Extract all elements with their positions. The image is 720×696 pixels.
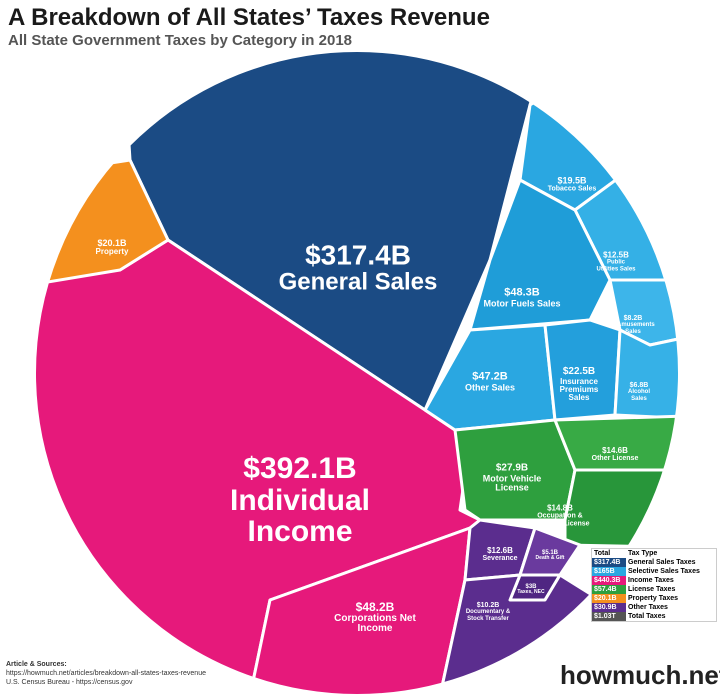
legend-name: Other Taxes	[628, 604, 668, 611]
cell-name: Occupation & Business License	[530, 512, 590, 528]
cell-label: $10.2B Documentary & Stock Transfer	[463, 602, 513, 622]
cell-label: $5.1B Death & Gift	[535, 550, 565, 562]
legend-row: $20.1B Property Taxes	[591, 594, 717, 603]
value-label: $6.8B	[629, 382, 649, 390]
legend: Total Tax Type $317.4B General Sales Taxes…	[591, 548, 717, 622]
cell-name: Motor Vehicle License	[482, 472, 542, 493]
value-label: $19.5B	[557, 175, 587, 186]
cell-label: $3B Taxes, NEC	[517, 584, 545, 596]
legend-swatch: $440.3B	[591, 576, 626, 585]
cell-name: Other Sales	[464, 382, 516, 393]
value-label: $5.1B	[541, 550, 558, 557]
cell-name: Death & Gift	[535, 555, 565, 562]
cell-name: Severance	[482, 555, 518, 563]
legend-swatch: $1.03T	[591, 612, 626, 622]
legend-name: Property Taxes	[628, 595, 679, 602]
cell-label: $317.4B General Sales	[258, 239, 458, 297]
cell-label: $47.2B Other Sales	[450, 370, 530, 393]
value-label: $14.8B	[547, 503, 573, 513]
cell-name: Amusements Sales	[617, 322, 655, 335]
legend-swatch: $20.1B	[591, 594, 626, 603]
value-label: $12.6B	[487, 546, 513, 556]
cell-label: $19.5B Tobacco Sales	[542, 175, 602, 194]
legend-name: License Taxes	[628, 586, 676, 593]
cell	[613, 328, 679, 422]
source-line: https://howmuch.net/articles/breakdown-a…	[6, 670, 206, 678]
value-label: $8.2B	[623, 315, 643, 323]
cell-name: Motor Fuels Sales	[483, 298, 561, 309]
legend-swatch: $317.4B	[591, 558, 626, 567]
value-label: $47.2B	[472, 370, 508, 383]
value-label: $48.3B	[504, 286, 540, 299]
legend-header-cell: Total	[594, 550, 611, 557]
cell-name: Insurance Premiums Sales	[559, 376, 599, 403]
cell-label: $6.8B Alcohol Sales	[624, 382, 654, 402]
cell-label: $14.8B Occupation & Business License	[530, 503, 590, 528]
cell-label: $392.1B Individual Income	[175, 453, 425, 548]
cell-name: General Sales	[278, 269, 438, 297]
legend-header-cell: Tax Type	[628, 550, 658, 557]
value-label: $27.9B	[495, 462, 529, 474]
legend-name: Total Taxes	[628, 613, 666, 620]
cell-name: Other License	[591, 455, 639, 463]
value-label: $317.4B	[305, 239, 411, 271]
logo: howmuch.net	[560, 660, 720, 690]
sources: Article & Sources: https://howmuch.net/ar…	[6, 660, 206, 687]
legend-name: Selective Sales Taxes	[628, 568, 700, 575]
cell-name: Property	[95, 247, 129, 257]
cell-name: Corporations Net Income	[334, 612, 416, 635]
legend-swatch: $30.9B	[591, 603, 626, 612]
cell-name: Tobacco Sales	[547, 186, 597, 194]
legend-swatch: $57.4B	[591, 585, 626, 594]
outline	[34, 50, 680, 696]
legend-row: $30.9B Other Taxes	[591, 603, 717, 612]
source-line: U.S. Census Bureau - https://census.gov	[6, 679, 133, 687]
legend-name: General Sales Taxes	[628, 559, 696, 566]
cell	[608, 278, 679, 347]
cell-label: $48.3B Motor Fuels Sales	[482, 286, 562, 309]
legend-row: $440.3B Income Taxes	[591, 576, 717, 585]
title: A Breakdown of All States’ Taxes Revenue	[8, 4, 490, 31]
cell-name: Taxes, NEC	[517, 589, 545, 596]
cell-name: Documentary & Stock Transfer	[465, 609, 511, 622]
legend-row: $165B Selective Sales Taxes	[591, 567, 717, 576]
cell-label: $8.2B Amusements Sales	[617, 315, 655, 335]
value-label: $20.1B	[97, 238, 127, 249]
cell-label: $12.6B Severance	[475, 546, 525, 563]
legend-header: Total Tax Type	[592, 549, 717, 559]
value-label: $48.2B	[355, 600, 395, 615]
value-label: $10.2B	[476, 602, 500, 610]
cell-label: $27.9B Motor Vehicle License	[472, 463, 552, 492]
value-label: $22.5B	[562, 366, 596, 378]
value-label: $12.5B	[603, 250, 629, 260]
cell-label: $22.5B Insurance Premiums Sales	[549, 367, 609, 403]
source-line: Article & Sources:	[6, 661, 67, 668]
legend-row: $1.03T Total Taxes	[591, 612, 717, 622]
legend-row: $57.4B License Taxes	[591, 585, 717, 594]
value-label: $14.6B	[602, 446, 628, 456]
cell-name: Individual Income	[229, 483, 370, 548]
subtitle: All State Government Taxes by Category i…	[8, 32, 353, 49]
cell-name: Alcohol Sales	[628, 389, 650, 402]
cell-name: Public Utilities Sales	[596, 259, 636, 273]
value-label: $3B	[525, 584, 537, 591]
legend-row: $317.4B General Sales Taxes	[591, 558, 717, 567]
value-label: $392.1B	[243, 451, 357, 485]
cell-label: $12.5B Public Utilities Sales	[596, 250, 636, 273]
cell-label: $14.6B Other License	[585, 446, 645, 463]
cell-label: $48.2B Corporations Net Income	[320, 601, 430, 635]
legend-swatch: $165B	[591, 567, 626, 576]
cell-label: $20.1B Property	[82, 238, 142, 257]
legend-name: Income Taxes	[628, 577, 674, 584]
